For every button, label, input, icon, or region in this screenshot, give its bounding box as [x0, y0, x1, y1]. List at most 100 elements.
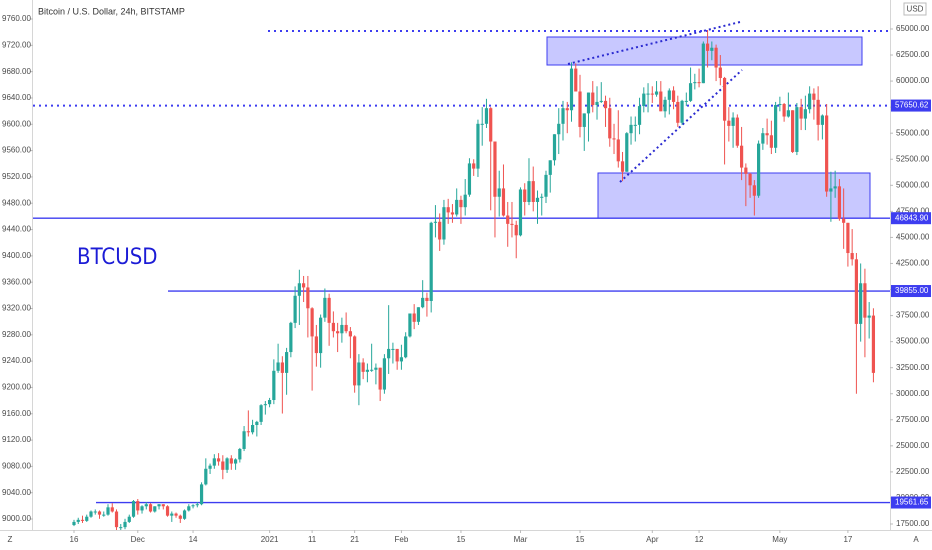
candle-body [246, 431, 250, 433]
y-tick-label: 30000.00 [896, 389, 930, 398]
y2-tick-label: 9000.00 [2, 514, 31, 523]
candle-body [85, 516, 89, 521]
candle-body [484, 108, 489, 124]
zone-box [597, 172, 871, 219]
candle-body [310, 308, 314, 337]
candle-body [722, 77, 727, 121]
candle-body [812, 93, 816, 100]
y-tick-label: 45000.00 [896, 233, 930, 242]
candle-body [829, 188, 833, 192]
level-label-box [891, 99, 931, 112]
candle-body [731, 117, 735, 126]
candle-body [119, 527, 123, 529]
candle-body [170, 513, 174, 516]
candle-body [93, 511, 97, 513]
candle-body [404, 336, 408, 358]
candle-body [242, 431, 246, 449]
candle-body [429, 222, 433, 301]
candle-body [399, 357, 404, 362]
candle-body [238, 448, 242, 460]
symbol-label: BTCUSD [77, 245, 158, 270]
y2-tick-label: 9520.00 [2, 172, 31, 181]
candle-body [76, 519, 80, 522]
candle-body [574, 68, 578, 92]
candle-body [846, 222, 850, 254]
y-tick-label: 22500.00 [896, 467, 930, 476]
candle-body [565, 108, 569, 111]
candle-body [599, 100, 603, 102]
y-tick-label: 52500.00 [896, 154, 930, 163]
candle-body [280, 362, 284, 373]
candle-body [289, 322, 293, 353]
candle-body [361, 362, 365, 372]
candle-body [348, 331, 352, 337]
y2-tick-label: 9040.00 [2, 488, 31, 497]
candle-body [433, 221, 438, 223]
candle-body [595, 101, 599, 106]
candle-body [144, 504, 148, 507]
y-tick-label: 65000.00 [896, 24, 930, 33]
candle-body [442, 207, 446, 240]
candle-body [276, 362, 280, 371]
x-tick-label: 17 [843, 535, 852, 544]
candle-body [816, 99, 820, 125]
candle-body [820, 115, 824, 125]
candle-body [455, 199, 459, 215]
y2-tick-label: 9080.00 [2, 461, 31, 470]
candle-body [854, 259, 859, 324]
candle-body [825, 115, 829, 192]
candle-body [735, 117, 739, 146]
candle-body [867, 315, 871, 318]
candle-body [633, 124, 637, 126]
candle-body [157, 504, 161, 507]
y2-tick-label: 9480.00 [2, 198, 31, 207]
y2-tick-label: 9360.00 [2, 277, 31, 286]
y-tick-label: 50000.00 [896, 180, 930, 189]
level-label: 57650.62 [895, 101, 929, 110]
candle-body [250, 425, 255, 433]
candle-body [493, 141, 497, 197]
candle-body [659, 91, 663, 112]
y2-tick-label: 9600.00 [2, 119, 31, 128]
currency-box[interactable] [903, 2, 927, 16]
candle-body [336, 331, 340, 334]
candle-body [378, 367, 382, 390]
candle-body [850, 253, 854, 260]
candle-body [782, 104, 786, 117]
candle-body [212, 458, 216, 466]
candle-body [221, 461, 225, 470]
corner-label: Z [8, 535, 13, 544]
candle-body [425, 297, 429, 301]
candle-body [718, 67, 722, 78]
candle-body [859, 283, 863, 324]
y-tick-label: 35000.00 [896, 337, 930, 346]
candle-body [752, 185, 756, 196]
y-tick-label: 47500.00 [896, 206, 930, 215]
candle-body [174, 513, 178, 516]
candle-body [195, 504, 199, 506]
y2-tick-label: 9560.00 [2, 146, 31, 155]
candle-body [314, 336, 318, 354]
level-label-box [891, 212, 931, 225]
candle-body [165, 506, 170, 516]
candle-body [344, 324, 348, 332]
y-tick-label: 60000.00 [896, 76, 930, 85]
candle-body [187, 506, 191, 511]
candle-body [208, 465, 212, 469]
candle-body [225, 458, 229, 470]
currency-label[interactable]: USD [907, 5, 924, 14]
candle-body [688, 83, 693, 101]
candle-body [625, 133, 629, 172]
candle-body [535, 197, 540, 202]
candle-body [178, 515, 182, 519]
candle-body [646, 93, 650, 95]
candle-body [671, 90, 676, 102]
candle-body [450, 212, 455, 215]
x-tick-label: 12 [695, 535, 704, 544]
candle-body [102, 514, 106, 516]
candle-body [684, 100, 688, 102]
y-tick-label: 25000.00 [896, 441, 930, 450]
candle-body [616, 139, 620, 162]
candle-body [267, 399, 272, 405]
y2-tick-label: 9640.00 [2, 93, 31, 102]
